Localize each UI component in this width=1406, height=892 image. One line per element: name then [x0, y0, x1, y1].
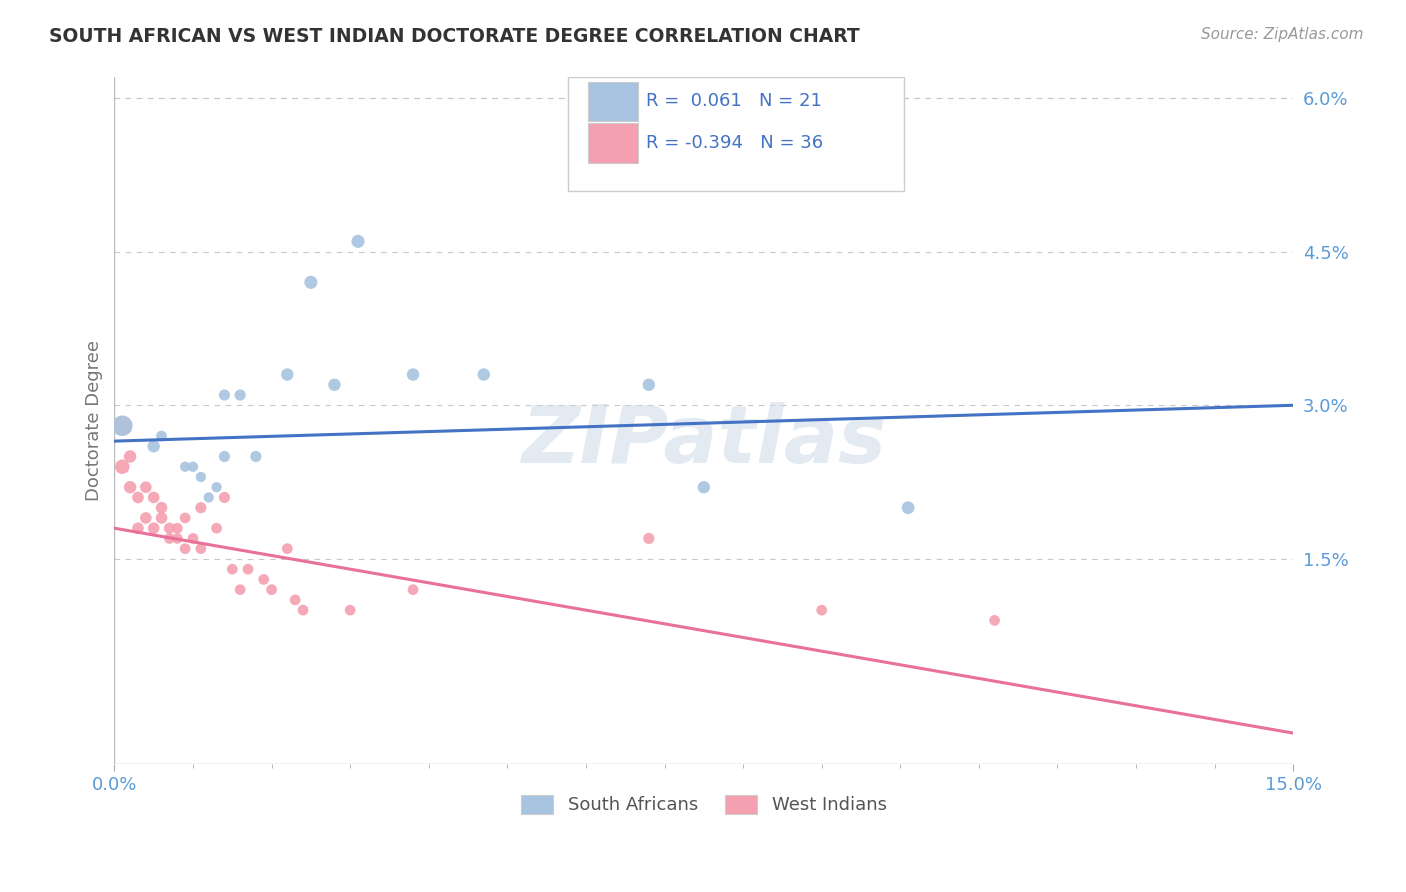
Point	[111, 418, 134, 433]
Point	[150, 511, 173, 525]
Text: R =  0.061   N = 21: R = 0.061 N = 21	[645, 93, 823, 111]
Point	[157, 532, 180, 546]
Point	[127, 491, 149, 505]
Point	[810, 603, 832, 617]
Point	[190, 541, 212, 556]
Point	[472, 368, 495, 382]
Point	[174, 511, 197, 525]
Point	[166, 521, 188, 535]
Y-axis label: Doctorate Degree: Doctorate Degree	[86, 340, 103, 501]
Point	[339, 603, 361, 617]
Point	[174, 541, 197, 556]
Point	[214, 388, 236, 402]
Point	[276, 541, 298, 556]
FancyBboxPatch shape	[588, 81, 638, 121]
Legend: South Africans, West Indians: South Africans, West Indians	[512, 786, 896, 823]
Point	[276, 368, 298, 382]
FancyBboxPatch shape	[568, 78, 904, 191]
Point	[214, 450, 236, 464]
Point	[292, 603, 315, 617]
Point	[111, 459, 134, 474]
Point	[284, 593, 307, 607]
Point	[150, 429, 173, 443]
Point	[229, 582, 252, 597]
Point	[166, 532, 188, 546]
Point	[637, 532, 659, 546]
Point	[323, 377, 346, 392]
Point	[983, 614, 1005, 628]
Point	[190, 500, 212, 515]
Point	[174, 459, 197, 474]
Point	[205, 521, 228, 535]
Point	[127, 521, 149, 535]
Text: SOUTH AFRICAN VS WEST INDIAN DOCTORATE DEGREE CORRELATION CHART: SOUTH AFRICAN VS WEST INDIAN DOCTORATE D…	[49, 27, 860, 45]
Point	[135, 511, 157, 525]
FancyBboxPatch shape	[588, 123, 638, 162]
Point	[402, 582, 425, 597]
Point	[637, 377, 659, 392]
Point	[181, 459, 204, 474]
Text: ZIPatlas: ZIPatlas	[522, 402, 886, 480]
Point	[142, 439, 165, 453]
Point	[190, 470, 212, 484]
Point	[245, 450, 267, 464]
Point	[214, 491, 236, 505]
Point	[299, 276, 322, 290]
Text: Source: ZipAtlas.com: Source: ZipAtlas.com	[1201, 27, 1364, 42]
Point	[142, 521, 165, 535]
Text: R = -0.394   N = 36: R = -0.394 N = 36	[645, 134, 823, 152]
Point	[120, 450, 142, 464]
Point	[897, 500, 920, 515]
Point	[236, 562, 259, 576]
Point	[229, 388, 252, 402]
Point	[347, 235, 370, 249]
Point	[157, 521, 180, 535]
Point	[181, 532, 204, 546]
Point	[142, 491, 165, 505]
Point	[221, 562, 243, 576]
Point	[135, 480, 157, 494]
Point	[205, 480, 228, 494]
Point	[260, 582, 283, 597]
Point	[111, 418, 134, 433]
Point	[150, 500, 173, 515]
Point	[693, 480, 716, 494]
Point	[120, 480, 142, 494]
Point	[402, 368, 425, 382]
Point	[197, 491, 219, 505]
Point	[253, 573, 276, 587]
